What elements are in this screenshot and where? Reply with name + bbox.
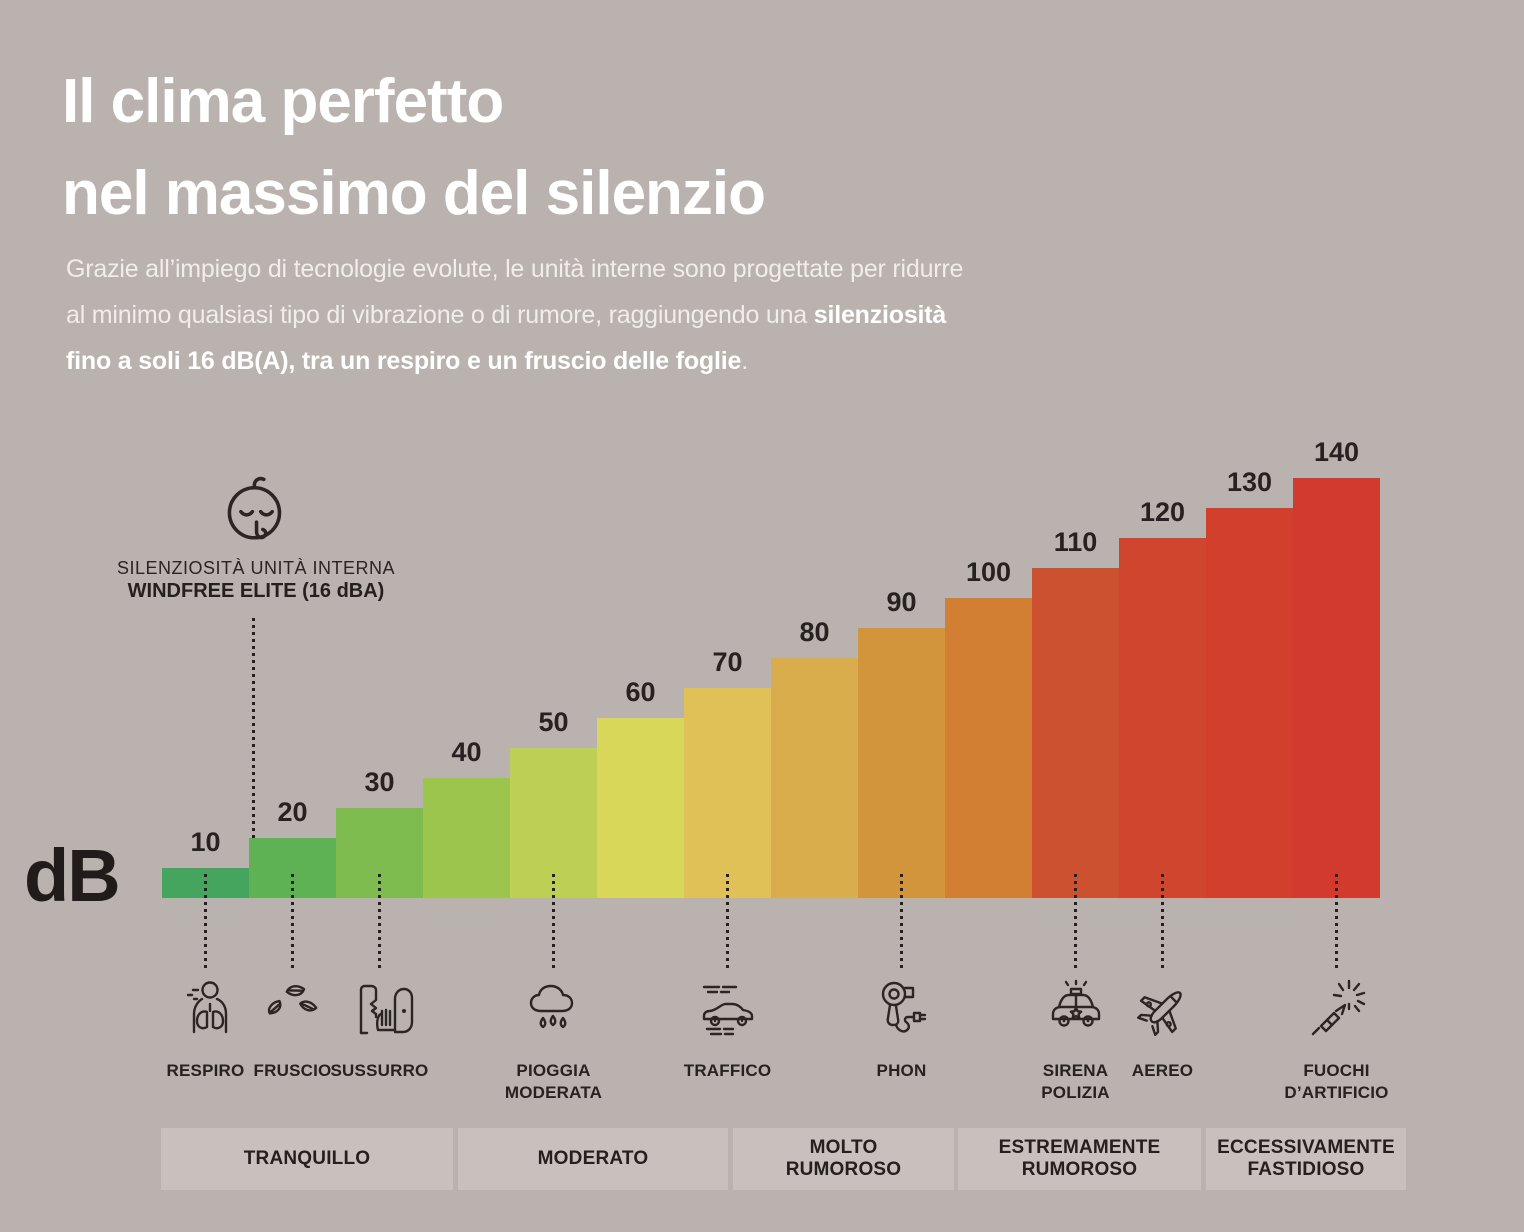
dotted-drop-line <box>552 874 555 970</box>
sleeping-baby-icon <box>219 470 292 543</box>
zone-band-label-line: RUMOROSO <box>785 1159 902 1180</box>
zone-band-label-line: FASTIDIOSO <box>1247 1159 1365 1180</box>
bar-value-label: 20 <box>277 797 308 827</box>
bar-icon-label-line: FUOCHI <box>1303 1061 1370 1080</box>
zone-band-label-line: MODERATO <box>537 1148 649 1169</box>
bar-icon-label: PIOGGIA MODERATA <box>479 1060 629 1104</box>
bar-value-label: 130 <box>1226 467 1273 497</box>
breathing-icon <box>174 978 238 1042</box>
bar-110db <box>1032 568 1119 898</box>
bar-120db <box>1119 538 1206 898</box>
bar-value-label: 30 <box>364 767 395 797</box>
hair-dryer-icon <box>870 978 934 1042</box>
db-axis-label: dB <box>24 834 121 917</box>
zone-band: TRANQUILLO <box>161 1128 453 1190</box>
police-car-icon <box>1044 978 1108 1042</box>
whisper-icon <box>348 978 413 1042</box>
bar-value-label: 40 <box>451 737 482 767</box>
bar-value-label: 60 <box>625 677 656 707</box>
zone-band-label-line: MOLTO <box>809 1137 878 1158</box>
dotted-drop-line <box>900 874 903 970</box>
bar-icon-label: SIRENA POLIZIA <box>1001 1060 1151 1104</box>
bar-60db <box>597 718 684 898</box>
bar-icon-label: FRUSCIO <box>218 1060 368 1082</box>
zone-band: ESTREMAMENTE RUMOROSO <box>958 1128 1201 1190</box>
bar-50db <box>510 748 597 898</box>
zone-band: MODERATO <box>458 1128 728 1190</box>
dotted-drop-line <box>726 874 729 970</box>
bar-icon-label-line: FRUSCIO <box>253 1061 332 1080</box>
annotation-label-line1: SILENZIOSITÀ UNITÀ INTERNA <box>116 558 396 578</box>
bar-value-label: 50 <box>538 707 569 737</box>
bar-icon-label-line: SUSSURRO <box>330 1061 429 1080</box>
bar-icon-label: TRAFFICO <box>653 1060 803 1082</box>
zone-band: MOLTO RUMOROSO <box>733 1128 954 1190</box>
bar-icon-label-line: TRAFFICO <box>683 1061 772 1080</box>
zone-band: ECCESSIVAMENTE FASTIDIOSO <box>1206 1128 1406 1190</box>
bar-icon-label: SUSSURRO <box>305 1060 455 1082</box>
bar-icon-label-line: RESPIRO <box>166 1061 245 1080</box>
bar-80db <box>771 658 858 898</box>
bar-100db <box>945 598 1032 898</box>
dotted-drop-line <box>378 874 381 970</box>
bar-icon-label-line: PHON <box>876 1061 927 1080</box>
bar-icon-label: PHON <box>827 1060 977 1082</box>
bar-140db <box>1293 478 1380 898</box>
bar-icon-label-line: D’ARTIFICIO <box>1284 1083 1389 1102</box>
leaves-icon <box>261 978 325 1042</box>
bar-value-label: 110 <box>1053 527 1098 557</box>
bar-icon-label-line: MODERATA <box>504 1083 603 1102</box>
bar-70db <box>684 688 771 898</box>
bar-value-label: 10 <box>190 827 221 857</box>
dotted-drop-line <box>1161 874 1164 970</box>
dotted-drop-line <box>204 874 207 970</box>
bar-value-label: 140 <box>1313 437 1360 467</box>
bar-40db <box>423 778 510 898</box>
bar-value-label: 100 <box>965 557 1012 587</box>
bar-icon-label: FUOCHI D’ARTIFICIO <box>1262 1060 1412 1104</box>
bar-value-label: 90 <box>886 587 917 617</box>
dotted-drop-line <box>1335 874 1338 970</box>
intro-line-1: Grazie all’impiego di tecnologie evolute… <box>66 255 964 283</box>
dotted-drop-line <box>1074 874 1077 970</box>
bar-90db <box>858 628 945 898</box>
bar-130db <box>1206 508 1293 898</box>
intro-line-2: al minimo qualsiasi tipo di vibrazione o… <box>66 301 947 329</box>
bar-value-label: 70 <box>712 647 743 677</box>
bar-icon-label-line: POLIZIA <box>1041 1083 1110 1102</box>
zone-band-label-line: RUMOROSO <box>1021 1159 1138 1180</box>
bar-icon-label: AEREO <box>1088 1060 1238 1082</box>
bar-icon-label-line: PIOGGIA <box>516 1061 591 1080</box>
annotation-dotted-line <box>252 618 255 840</box>
zone-band-label-line: ESTREMAMENTE <box>998 1137 1161 1158</box>
airplane-icon <box>1131 978 1195 1042</box>
bar-value-label: 120 <box>1139 497 1186 527</box>
dotted-drop-line <box>291 874 294 970</box>
bar-icon-label: RESPIRO <box>131 1060 281 1082</box>
fireworks-icon <box>1305 978 1369 1042</box>
title-line-1: Il clima perfetto <box>62 67 504 136</box>
page-title: Il clima perfetto nel massimo del silenz… <box>62 56 766 240</box>
bar-value-label: 80 <box>799 617 830 647</box>
intro-line-3: fino a soli 16 dB(A), tra un respiro e u… <box>66 347 748 375</box>
rain-cloud-icon <box>522 978 586 1042</box>
zone-band-label-line: TRANQUILLO <box>243 1148 371 1169</box>
zone-band-label-line: ECCESSIVAMENTE <box>1217 1137 1395 1158</box>
annotation-label-line2: WINDFREE ELITE (16 dBA) <box>127 580 385 602</box>
title-line-2: nel massimo del silenzio <box>62 159 766 228</box>
intro-paragraph: Grazie all’impiego di tecnologie evolute… <box>66 246 963 384</box>
bar-icon-label-line: AEREO <box>1131 1061 1194 1080</box>
bar-icon-label-line: SIRENA <box>1042 1061 1109 1080</box>
car-traffic-icon <box>696 978 760 1042</box>
